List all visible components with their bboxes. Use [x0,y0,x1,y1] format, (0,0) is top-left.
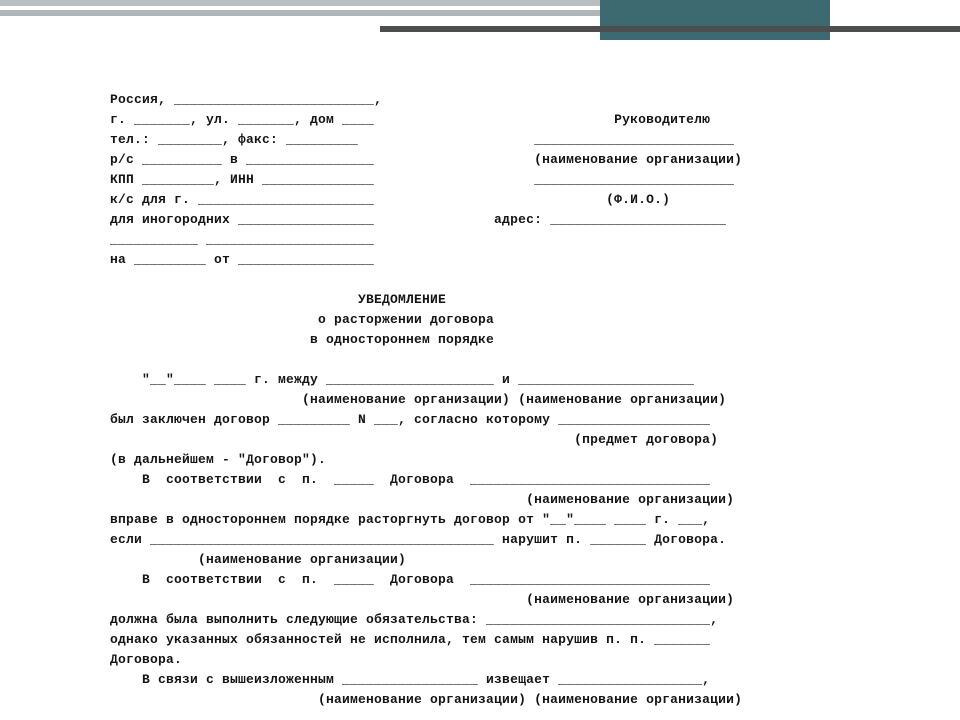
line-23: если ___________________________________… [110,532,726,547]
line-25: В соответствии с п. _____ Договора _____… [110,572,710,587]
line-07: для иногородних _________________ адрес:… [110,212,726,227]
line-01: Россия, _________________________, [110,92,382,107]
line-02: г. _______, ул. _______, дом ____ Руково… [110,112,710,127]
line-24: (наименование организации) [110,552,406,567]
line-30: В связи с вышеизложенным _______________… [110,672,710,687]
document-body: Россия, _________________________, г. __… [110,90,885,710]
line-29: Договора. [110,652,182,667]
line-15: "__"____ ____ г. между _________________… [110,372,694,387]
decor-block [600,0,830,40]
line-08: ___________ _____________________ [110,232,374,247]
line-12: о расторжении договора [110,312,494,327]
line-04: р/с __________ в ________________ (наиме… [110,152,742,167]
line-09: на _________ от _________________ [110,252,374,267]
decor-bar-dark [380,26,960,32]
slide: Россия, _________________________, г. __… [0,0,960,720]
line-28: однако указанных обязанностей не исполни… [110,632,710,647]
line-05: КПП _________, ИНН ______________ ______… [110,172,734,187]
line-21: (наименование организации) [110,492,734,507]
line-20: В соответствии с п. _____ Договора _____… [110,472,710,487]
decor-bar-light [0,0,600,6]
decor-bar-mid [0,10,600,16]
line-11: УВЕДОМЛЕНИЕ [110,292,446,307]
line-27: должна была выполнить следующие обязател… [110,612,718,627]
line-17: был заключен договор _________ N ___, со… [110,412,710,427]
line-06: к/с для г. ______________________ (Ф.И.О… [110,192,670,207]
line-16: (наименование организации) (наименование… [110,392,726,407]
line-19: (в дальнейшем - "Договор"). [110,452,326,467]
line-03: тел.: ________, факс: _________ ________… [110,132,734,147]
line-31: (наименование организации) (наименование… [110,692,742,707]
line-26: (наименование организации) [110,592,734,607]
line-18: (предмет договора) [110,432,718,447]
line-22: вправе в одностороннем порядке расторгну… [110,512,710,527]
line-13: в одностороннем порядке [110,332,494,347]
